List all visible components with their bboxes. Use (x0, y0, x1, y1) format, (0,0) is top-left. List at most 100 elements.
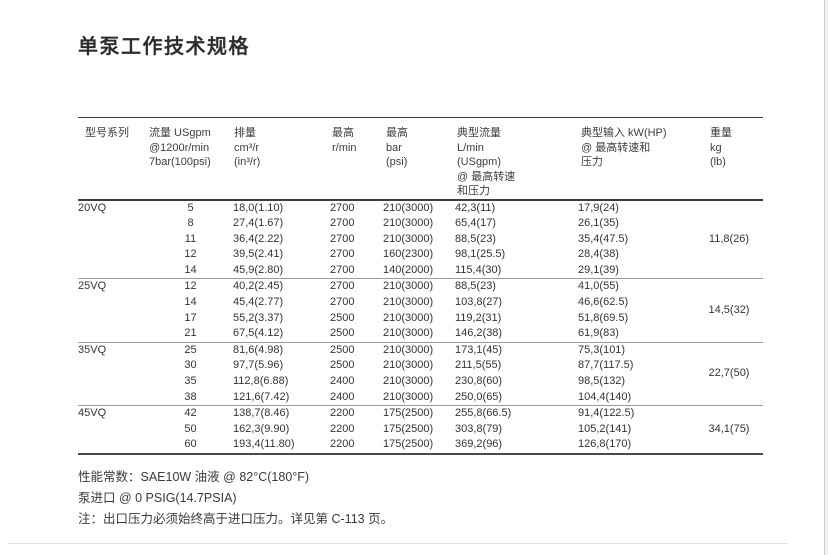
col-header-line: @ 最高转速和 (581, 141, 651, 154)
col-header-line: L/min (457, 141, 484, 154)
tflow-cell: 146,2(38) (455, 327, 503, 340)
tinput-cell: 75,3(101) (578, 343, 626, 356)
col-header-flow: 流量 USgpm @1200r/min 7bar(100psi) (148, 118, 233, 200)
tflow-cell: 115,4(30) (455, 263, 502, 276)
rpm-cell: 2200 (330, 407, 355, 420)
rpm-cell: 2700 (330, 217, 355, 230)
disp-cell: 162,3(9.90) (233, 422, 290, 435)
flow-cell: 21 (184, 327, 197, 340)
disp-cell: 55,2(3.37) (233, 311, 284, 324)
disp-cell: 97,7(5.96) (233, 359, 284, 372)
pump-spec-table: 型号系列 流量 USgpm @1200r/min 7bar(100psi) 排量 cm³/… (78, 117, 763, 455)
col-header-bar: 最高 bar (psi) (383, 118, 455, 200)
bar-cell: 210(3000) (383, 296, 434, 309)
tinput-cell: 126,8(170) (578, 438, 632, 451)
flow-cell: 8 (187, 217, 194, 230)
bar-cell: 210(3000) (383, 375, 434, 388)
flow-cell: 25 (184, 343, 197, 356)
tflow-cell: 42,3(11) (455, 201, 496, 214)
flow-cell: 11 (184, 232, 197, 245)
disp-cell: 138,7(8.46) (233, 407, 290, 420)
rpm-cell: 2500 (330, 311, 355, 324)
tflow-cell: 250,0(65) (455, 390, 503, 403)
flow-cell: 35 (184, 375, 197, 388)
col-header-line: 最高 (386, 127, 408, 139)
model-section-20VQ: 20VQ 5 18,0(1.10) 2700 210(3000) 42,3(11) 17,9… (78, 200, 763, 279)
rpm-cell: 2700 (330, 296, 355, 309)
rpm-cell: 2700 (330, 280, 355, 293)
tflow-cell: 230,8(60) (455, 375, 503, 388)
tflow-cell: 173,1(45) (455, 343, 503, 356)
disp-cell: 40,2(2.45) (233, 280, 284, 293)
flow-cell: 14 (184, 296, 197, 309)
flow-cell: 30 (184, 359, 197, 372)
table-row: 35 112,8(6.88) 2400 210(3000) 230,8(60) 98,5(… (78, 374, 763, 390)
bar-cell: 210(3000) (383, 359, 434, 372)
model-section-45VQ: 45VQ 42 138,7(8.46) 2200 175(2500) 255,8(66.5… (78, 406, 763, 454)
tinput-cell: 105,2(141) (578, 422, 632, 435)
disp-cell: 193,4(11.80) (233, 438, 295, 451)
flow-cell: 50 (184, 422, 197, 435)
tflow-cell: 88,5(23) (455, 232, 496, 245)
table-row: 60 193,4(11.80) 2200 175(2500) 369,2(96) 126,… (78, 437, 763, 454)
flow-cell: 38 (184, 390, 197, 403)
col-header-line: (psi) (386, 156, 408, 168)
disp-cell: 36,4(2.22) (233, 232, 284, 245)
tinput-cell: 35,4(47.5) (578, 232, 629, 245)
rpm-cell: 2200 (330, 438, 355, 451)
table-row: 17 55,2(3.37) 2500 210(3000) 119,2(31) 51,8(6… (78, 311, 763, 327)
col-header-line: @1200r/min (149, 141, 210, 154)
model-series-cell: 20VQ (78, 201, 107, 214)
rpm-cell: 2700 (330, 232, 355, 245)
flow-cell: 60 (184, 438, 197, 451)
col-header-weight: 重量 kg (lb) (695, 118, 763, 200)
table-row: 21 67,5(4.12) 2500 210(3000) 146,2(38) 61,9(8… (78, 326, 763, 342)
col-header-line: (lb) (710, 156, 726, 168)
tflow-cell: 98,1(25.5) (455, 248, 506, 261)
tinput-cell: 26,1(35) (578, 217, 619, 230)
tflow-cell: 103,8(27) (455, 296, 503, 309)
tflow-cell: 211,5(55) (455, 359, 502, 372)
note-outlet-pressure: 注：出口压力必须始终高于进口压力。详见第 C-113 页。 (78, 512, 394, 526)
table-row: 8 27,4(1.67) 2700 210(3000) 65,4(17) 26,1(35) (78, 216, 763, 232)
bar-cell: 210(3000) (383, 311, 434, 324)
bar-cell: 175(2500) (383, 407, 434, 420)
col-header-line: @ 最高转速 (457, 170, 516, 183)
tflow-cell: 65,4(17) (455, 217, 496, 230)
table-row: 45VQ 42 138,7(8.46) 2200 175(2500) 255,8(66.5… (78, 406, 763, 435)
rpm-cell: 2500 (330, 359, 355, 372)
page-title: 单泵工作技术规格 (78, 36, 250, 58)
col-header-line: 最高 (332, 127, 354, 139)
table-row: 25VQ 12 40,2(2.45) 2700 210(3000) 88,5(23) 41,… (78, 279, 763, 315)
col-header-line: kg (710, 141, 722, 154)
tinput-cell: 17,9(24) (578, 201, 619, 214)
rpm-cell: 2500 (330, 327, 355, 340)
disp-cell: 39,5(2.41) (233, 248, 284, 261)
disp-cell: 81,6(4.98) (233, 343, 284, 356)
rpm-cell: 2400 (330, 390, 355, 403)
bar-cell: 210(3000) (383, 390, 434, 403)
col-header-line: (USgpm) (457, 156, 502, 168)
tflow-cell: 255,8(66.5) (455, 407, 512, 420)
rpm-cell: 2700 (330, 263, 355, 276)
tflow-cell: 369,2(96) (455, 438, 503, 451)
tflow-cell: 303,8(79) (455, 422, 503, 435)
model-series-cell: 35VQ (78, 343, 107, 356)
col-header-line: 型号系列 (85, 127, 129, 139)
table-header: 型号系列 流量 USgpm @1200r/min 7bar(100psi) 排量 cm³/… (78, 117, 763, 200)
bar-cell: 140(2000) (383, 263, 434, 276)
col-header-model: 型号系列 (78, 118, 148, 200)
tinput-cell: 41,0(55) (578, 280, 619, 293)
rpm-cell: 2200 (330, 422, 355, 435)
tinput-cell: 28,4(38) (578, 248, 619, 261)
col-header-line: 典型输入 kW(HP) (581, 127, 667, 139)
disp-cell: 18,0(1.10) (233, 201, 284, 214)
scan-page-edge-bottom (8, 543, 788, 544)
tflow-cell: 88,5(23) (455, 280, 496, 293)
col-header-line: 和压力 (457, 185, 490, 197)
flow-cell: 14 (184, 263, 197, 276)
table-row: 50 162,3(9.90) 2200 175(2500) 303,8(79) 105,2… (78, 422, 763, 438)
col-header-rpm: 最高 r/min (330, 118, 383, 200)
model-series-cell: 25VQ (78, 280, 107, 293)
disp-cell: 45,4(2.77) (233, 296, 284, 309)
